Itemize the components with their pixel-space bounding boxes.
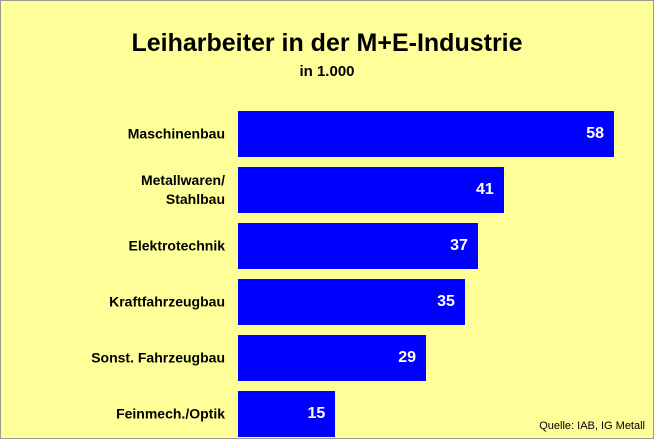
- bar: [238, 167, 504, 213]
- value-label: 58: [586, 125, 604, 142]
- value-label: 41: [475, 181, 494, 198]
- value-label: 37: [450, 237, 468, 254]
- category-label: Metallwaren/ Stahlbau: [140, 172, 225, 207]
- source-note: Quelle: IAB, IG Metall: [539, 420, 645, 432]
- bar: [238, 111, 614, 157]
- category-label: Maschinenbau: [127, 125, 225, 142]
- category-label: Elektrotechnik: [128, 237, 225, 254]
- value-label: 29: [398, 349, 416, 366]
- category-label: Sonst. Fahrzeugbau: [91, 349, 225, 366]
- chart-title: Leiharbeiter in der M+E-Industrie: [131, 29, 523, 57]
- bar: [238, 391, 336, 437]
- chart-subtitle: in 1.000: [299, 63, 355, 80]
- category-label: Feinmech./Optik: [116, 405, 225, 422]
- bar: [238, 335, 426, 381]
- category-label: Kraftfahrzeugbau: [109, 293, 225, 310]
- bar: [238, 223, 478, 269]
- value-label: 15: [307, 405, 326, 422]
- bar: [238, 279, 465, 325]
- value-label: 35: [437, 293, 455, 310]
